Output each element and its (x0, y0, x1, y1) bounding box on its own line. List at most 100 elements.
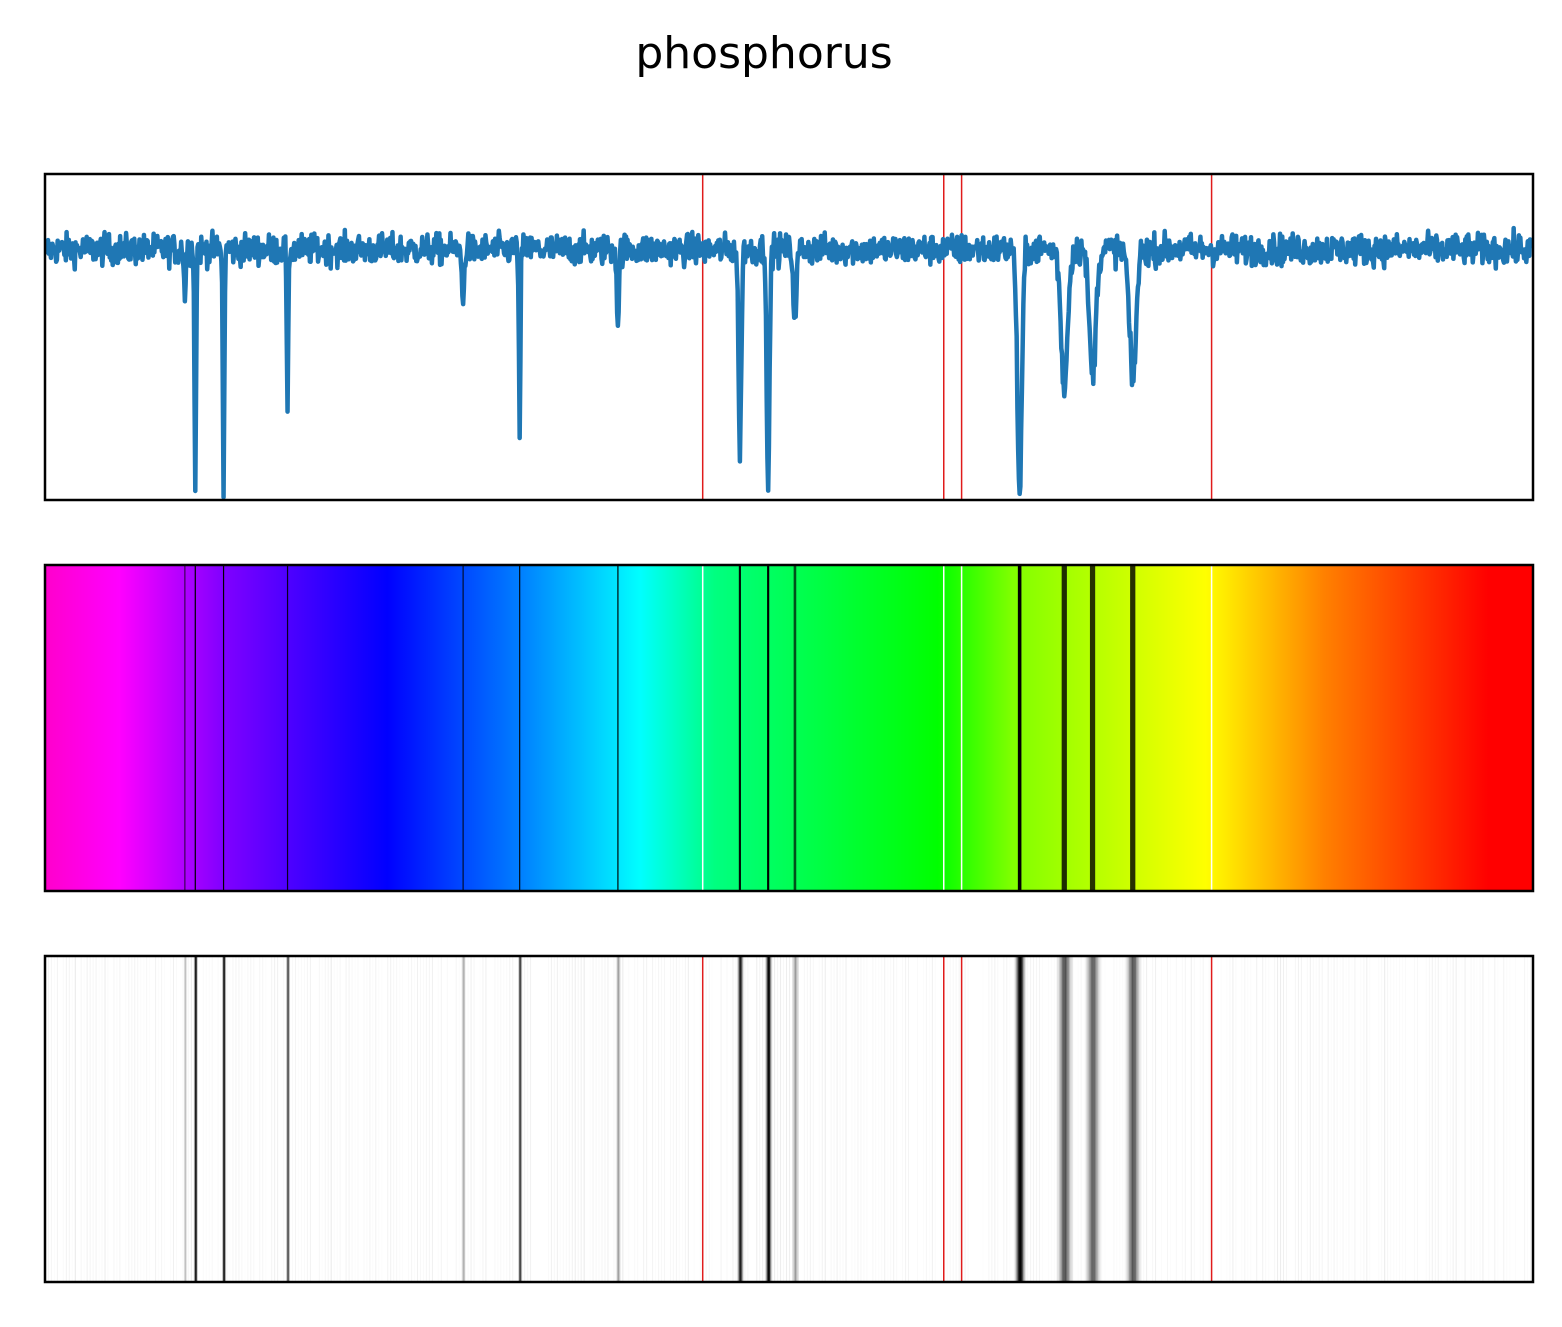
grayscale-absorption-column (1087, 956, 1089, 1282)
grayscale-noise-stripe (821, 956, 823, 1282)
absorption-curve-panel (45, 174, 1533, 500)
grayscale-noise-stripe (1078, 956, 1079, 1282)
grayscale-noise-stripe (1033, 956, 1035, 1282)
grayscale-noise-stripe (102, 956, 103, 1282)
grayscale-absorption-column (1016, 956, 1018, 1282)
grayscale-absorption-column (1018, 956, 1020, 1282)
grayscale-noise-stripe (1003, 956, 1004, 1282)
grayscale-noise-stripe (890, 956, 891, 1282)
grayscale-noise-stripe (1333, 956, 1335, 1282)
grayscale-noise-stripe (854, 956, 855, 1282)
grayscale-absorption-column (1024, 956, 1026, 1282)
grayscale-noise-stripe (747, 956, 748, 1282)
grayscale-absorption-column (772, 956, 773, 1282)
grayscale-noise-stripe (1506, 956, 1507, 1282)
grayscale-absorption-column (1022, 956, 1024, 1282)
grayscale-noise-stripe (408, 956, 409, 1282)
grayscale-noise-stripe (1340, 956, 1341, 1282)
grayscale-noise-stripe (113, 956, 115, 1282)
grayscale-absorption-column (224, 956, 226, 1282)
grayscale-noise-stripe (744, 956, 746, 1282)
grayscale-noise-stripe (1143, 956, 1144, 1282)
grayscale-absorption-column (195, 956, 197, 1282)
grayscale-absorption-column (1058, 956, 1060, 1282)
grayscale-noise-stripe (399, 956, 400, 1282)
grayscale-noise-stripe (661, 956, 662, 1282)
color-absorption-line-4 (462, 565, 464, 891)
grayscale-noise-stripe (182, 956, 183, 1282)
grayscale-absorption-column (1131, 956, 1134, 1282)
grayscale-absorption-column (222, 956, 224, 1282)
grayscale-absorption-column (1136, 956, 1138, 1282)
grayscale-noise-stripe (997, 956, 998, 1282)
grayscale-background (45, 956, 1533, 1282)
grayscale-noise-stripe (369, 956, 371, 1282)
grayscale-noise-stripe (878, 956, 879, 1282)
grayscale-noise-stripe (500, 956, 501, 1282)
grayscale-noise-stripe (1452, 956, 1454, 1282)
grayscale-noise-stripe (881, 956, 882, 1282)
grayscale-noise-stripe (1262, 956, 1264, 1282)
grayscale-noise-stripe (566, 956, 567, 1282)
grayscale-absorption-column (794, 956, 796, 1282)
grayscale-noise-stripe (292, 956, 293, 1282)
grayscale-noise-stripe (884, 956, 886, 1282)
grayscale-noise-stripe (188, 956, 189, 1282)
grayscale-noise-stripe (1054, 956, 1055, 1282)
grayscale-absorption-column (1085, 956, 1087, 1282)
grayscale-noise-stripe (1155, 956, 1157, 1282)
absorption-curve-line (45, 225, 1533, 500)
grayscale-noise-stripe (652, 956, 654, 1282)
grayscale-absorption-column (1126, 956, 1128, 1282)
grayscale-noise-stripe (941, 956, 942, 1282)
grayscale-absorption-column (618, 956, 620, 1282)
grayscale-noise-stripe (1203, 956, 1204, 1282)
grayscale-absorption-column (1099, 956, 1101, 1282)
grayscale-noise-stripe (1450, 956, 1451, 1282)
grayscale-noise-stripe (1488, 956, 1489, 1282)
grayscale-noise-stripe (577, 956, 579, 1282)
grayscale-noise-stripe (125, 956, 126, 1282)
grayscale-absorption-column (793, 956, 795, 1282)
grayscale-noise-stripe (1393, 956, 1394, 1282)
grayscale-noise-stripe (1384, 956, 1386, 1282)
grayscale-noise-stripe (485, 956, 487, 1282)
grayscale-absorption-column (1070, 956, 1073, 1282)
grayscale-noise-stripe (843, 956, 844, 1282)
grayscale-noise-stripe (1435, 956, 1436, 1282)
grayscale-noise-stripe (309, 956, 311, 1282)
grayscale-noise-stripe (54, 956, 55, 1282)
grayscale-absorption-column (620, 956, 621, 1282)
grayscale-noise-stripe (596, 956, 597, 1282)
grayscale-noise-stripe (227, 956, 228, 1282)
grayscale-noise-stripe (1048, 956, 1049, 1282)
grayscale-absorption-column (193, 956, 195, 1282)
grayscale-noise-stripe (1113, 956, 1114, 1282)
grayscale-absorption-column (617, 956, 619, 1282)
grayscale-absorption-column (1060, 956, 1062, 1282)
grayscale-noise-stripe (1027, 956, 1028, 1282)
grayscale-noise-stripe (417, 956, 418, 1282)
grayscale-noise-stripe (209, 956, 210, 1282)
grayscale-noise-stripe (548, 956, 549, 1282)
grayscale-noise-stripe (712, 956, 713, 1282)
grayscale-noise-stripe (1530, 956, 1532, 1282)
grayscale-noise-stripe (1190, 956, 1192, 1282)
grayscale-noise-stripe (694, 956, 695, 1282)
grayscale-absorption-column (519, 956, 521, 1282)
grayscale-noise-stripe (756, 956, 758, 1282)
grayscale-absorption-column (1141, 956, 1142, 1282)
grayscale-absorption-column (1096, 956, 1098, 1282)
grayscale-noise-stripe (604, 956, 606, 1282)
grayscale-noise-stripe (340, 956, 341, 1282)
grayscale-noise-stripe (926, 956, 927, 1282)
grayscale-noise-stripe (1167, 956, 1168, 1282)
grayscale-absorption-column (1023, 956, 1025, 1282)
grayscale-noise-stripe (259, 956, 260, 1282)
grayscale-noise-stripe (875, 956, 876, 1282)
grayscale-noise-stripe (1081, 956, 1082, 1282)
grayscale-absorption-column (791, 956, 794, 1282)
grayscale-noise-stripe (807, 956, 808, 1282)
grayscale-absorption-column (1138, 956, 1140, 1282)
color-panel-frame (43, 563, 1535, 893)
